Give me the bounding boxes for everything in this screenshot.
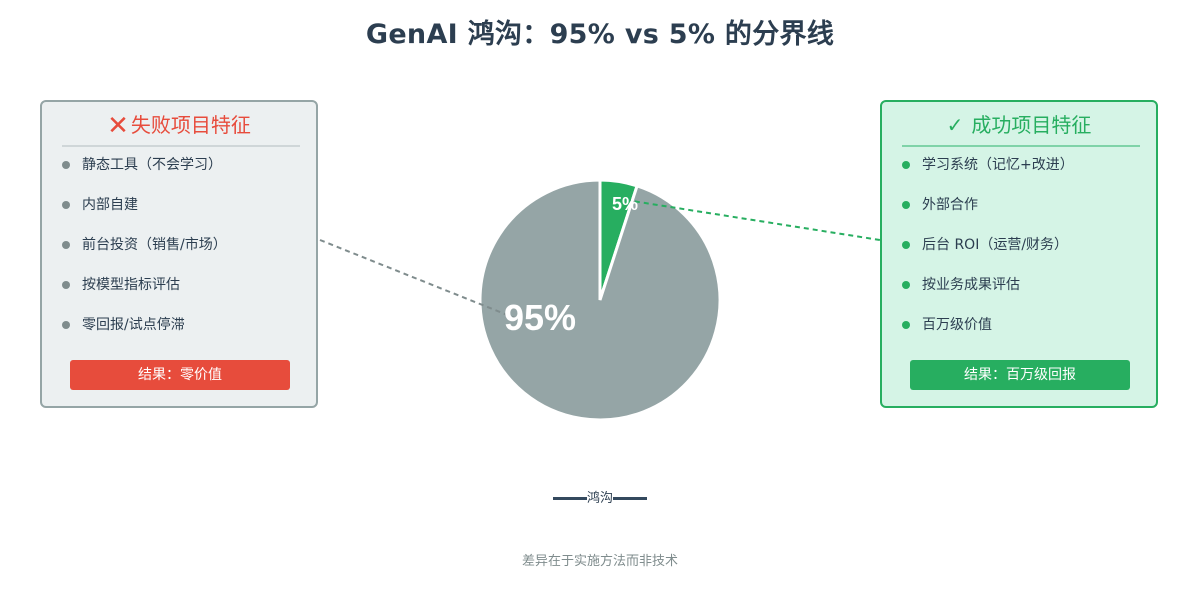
failure-item: 前台投资（销售/市场） bbox=[42, 232, 316, 272]
legend-label: 鸿沟 bbox=[586, 491, 613, 506]
failure-item-label: 前台投资（销售/市场） bbox=[82, 237, 227, 253]
bullet-dot bbox=[902, 201, 910, 209]
footnote: 差异在于实施方法而非技术 bbox=[521, 554, 678, 569]
success-item: 后台 ROI（运营/财务） bbox=[882, 232, 1156, 272]
legend-line bbox=[613, 497, 647, 500]
bullet-dot bbox=[902, 281, 910, 289]
success-item: 学习系统（记忆+改进） bbox=[882, 152, 1156, 192]
success-list: 学习系统（记忆+改进） 外部合作 后台 ROI（运营/财务） 按业务成果评估 百… bbox=[882, 152, 1156, 352]
bullet-dot bbox=[62, 161, 70, 169]
success-panel-heading: ✓ 成功项目特征 bbox=[882, 110, 1156, 140]
bullet-dot bbox=[62, 201, 70, 209]
failure-item-label: 静态工具（不会学习） bbox=[82, 157, 222, 173]
failure-item: 内部自建 bbox=[42, 192, 316, 232]
pie-slices bbox=[478, 178, 722, 422]
success-item-label: 按业务成果评估 bbox=[922, 277, 1020, 293]
success-result-badge: 结果：百万级回报 bbox=[910, 360, 1130, 390]
bullet-dot bbox=[62, 241, 70, 249]
failure-connector bbox=[319, 239, 516, 319]
failure-result-badge: 结果：零价值 bbox=[70, 360, 290, 390]
failure-item: 静态工具（不会学习） bbox=[42, 152, 316, 192]
failure-panel-heading: ✕ 失败项目特征 bbox=[42, 110, 316, 141]
failure-item: 零回报/试点停滞 bbox=[42, 312, 316, 352]
failure-panel: ✕ 失败项目特征 静态工具（不会学习） 内部自建 前台投资（销售/市场） 按模型指… bbox=[40, 100, 318, 408]
success-item-label: 后台 ROI（运营/财务） bbox=[922, 237, 1069, 253]
success-heading-text: 成功项目特征 bbox=[971, 113, 1092, 137]
legend-line bbox=[552, 497, 587, 500]
failure-item-label: 零回报/试点停滞 bbox=[82, 317, 185, 333]
success-divider bbox=[902, 145, 1140, 147]
success-panel: ✓ 成功项目特征 学习系统（记忆+改进） 外部合作 后台 ROI（运营/财务） 按… bbox=[880, 100, 1158, 408]
bullet-dot bbox=[902, 161, 910, 169]
check-icon: ✓ bbox=[946, 113, 964, 137]
success-item-label: 百万级价值 bbox=[922, 317, 992, 333]
failure-heading-text: 失败项目特征 bbox=[130, 113, 251, 137]
failure-item: 按模型指标评估 bbox=[42, 272, 316, 312]
pie-label-large: 95% bbox=[504, 297, 576, 338]
failure-item-label: 按模型指标评估 bbox=[82, 277, 180, 293]
success-item: 外部合作 bbox=[882, 192, 1156, 232]
pie-labels: 95% 5% bbox=[504, 194, 638, 338]
failure-divider bbox=[62, 145, 300, 147]
page-title: GenAI 鸿沟：95% vs 5% 的分界线 bbox=[365, 19, 835, 50]
success-item-label: 外部合作 bbox=[922, 197, 978, 213]
bullet-dot bbox=[62, 281, 70, 289]
success-connector bbox=[625, 199, 881, 241]
success-item: 按业务成果评估 bbox=[882, 272, 1156, 312]
gap-legend: 鸿沟 bbox=[550, 488, 650, 510]
cross-icon: ✕ bbox=[107, 111, 129, 141]
bullet-dot bbox=[62, 321, 70, 329]
failure-item-label: 内部自建 bbox=[82, 197, 138, 213]
pie-slice-95 bbox=[478, 178, 722, 422]
pie-label-small: 5% bbox=[612, 194, 638, 214]
bullet-dot bbox=[902, 321, 910, 329]
failure-list: 静态工具（不会学习） 内部自建 前台投资（销售/市场） 按模型指标评估 零回报/… bbox=[42, 152, 316, 352]
success-item-label: 学习系统（记忆+改进） bbox=[922, 157, 1074, 173]
bullet-dot bbox=[902, 241, 910, 249]
success-item: 百万级价值 bbox=[882, 312, 1156, 352]
